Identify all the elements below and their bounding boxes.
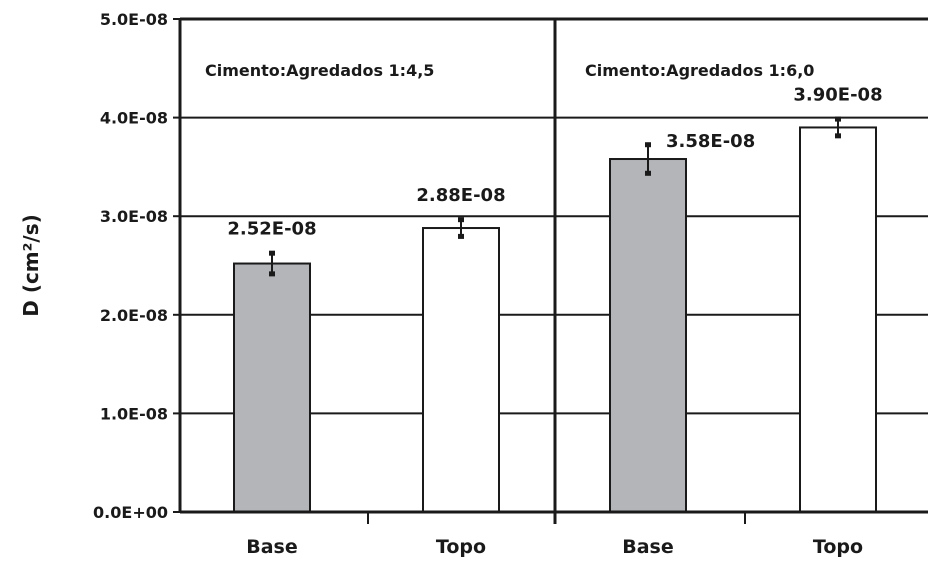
x-category-label: Topo [436,536,486,558]
data-label: 3.58E-08 [666,131,755,152]
bar [799,126,877,514]
y-tick-label: 0.0E+00 [93,503,168,522]
error-cap [835,133,841,139]
error-cap [645,170,651,176]
y-tick-label: 5.0E-08 [100,10,168,29]
x-category-label: Base [246,536,298,558]
error-cap [269,250,275,256]
error-cap [835,116,841,122]
y-tick-label: 4.0E-08 [100,109,168,128]
y-tick-label: 1.0E-08 [100,404,168,423]
error-cap [458,217,464,223]
bar [609,158,687,513]
data-label: 3.90E-08 [793,85,882,106]
data-label: 2.52E-08 [227,219,316,240]
panel-title: Cimento:Agredados 1:4,5 [205,61,434,80]
x-category-label: Base [622,536,674,558]
y-axis-label: D (cm²/s) [19,214,43,317]
bar [233,262,311,514]
x-category-label: Topo [813,536,863,558]
y-tick-label: 2.0E-08 [100,306,168,325]
panel-title: Cimento:Agredados 1:6,0 [585,61,814,80]
data-label: 2.88E-08 [416,185,505,206]
error-cap [458,233,464,239]
bar [422,227,500,513]
y-tick-label: 3.0E-08 [100,207,168,226]
error-cap [645,142,651,148]
error-cap [269,271,275,277]
